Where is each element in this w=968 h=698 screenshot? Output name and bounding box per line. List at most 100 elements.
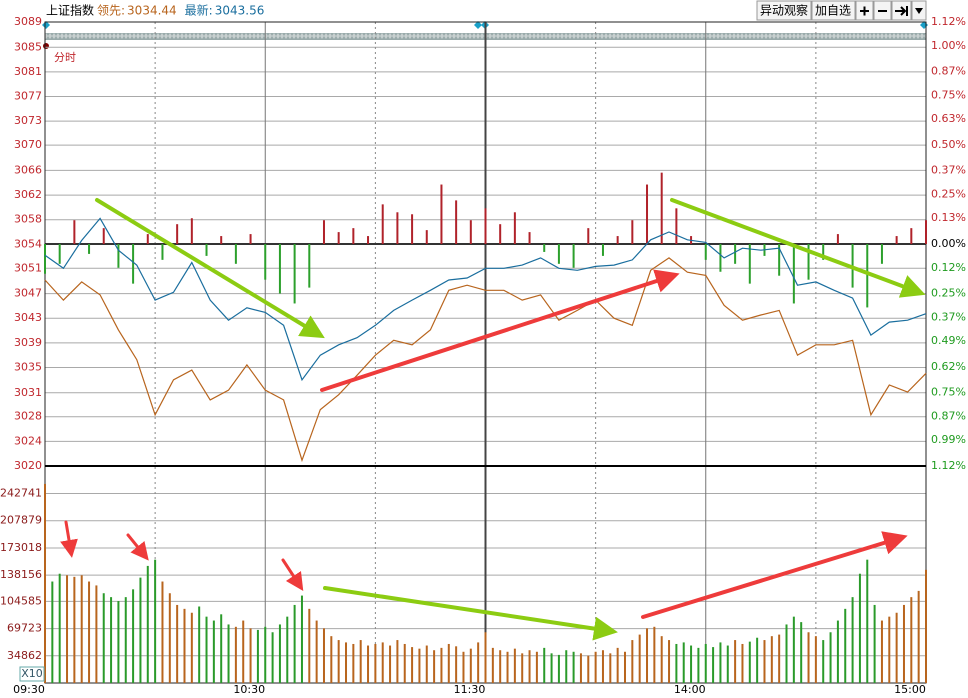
volume-bar: [778, 634, 781, 683]
breadth-bar: [572, 244, 575, 268]
volume-bar: [293, 604, 296, 683]
y-tick-label: 3062: [14, 188, 42, 201]
y2-tick-label: 0.99%: [931, 433, 966, 446]
breadth-bar: [513, 212, 516, 244]
arrow-peak: [281, 558, 304, 592]
volume-bar: [44, 483, 46, 683]
volume-bar: [484, 632, 487, 683]
volume-bar: [704, 643, 707, 683]
y2-tick-label: 0.25%: [931, 187, 966, 200]
breadth-bar: [411, 214, 414, 244]
volume-bar: [814, 636, 817, 683]
breadth-bar: [601, 244, 604, 256]
volume-bar: [286, 616, 289, 683]
y-tick-label: 3035: [14, 360, 42, 373]
volume-bar: [381, 642, 384, 683]
volume-bar: [638, 634, 641, 683]
button-frame[interactable]: [811, 0, 856, 21]
volume-bar: [565, 650, 568, 683]
breadth-bar: [367, 236, 370, 244]
volume-bar: [902, 604, 905, 683]
volume-bar: [535, 651, 538, 683]
volume-bar: [227, 624, 230, 683]
breadth-bar: [895, 236, 898, 244]
volume-bar: [792, 616, 795, 683]
cursor-dot: [43, 43, 49, 49]
volume-bar: [675, 643, 678, 683]
arrow-down: [670, 198, 926, 298]
volume-bar: [205, 616, 208, 683]
breadth-bar: [190, 218, 193, 244]
volume-bar: [499, 650, 502, 683]
volume-bar: [411, 647, 414, 683]
breadth-bar: [117, 244, 120, 268]
price-line: [44, 217, 927, 382]
y2-tick-label: 1.12%: [931, 15, 966, 28]
volume-bar: [337, 640, 340, 683]
volume-bar: [389, 645, 392, 683]
button-add[interactable]: 加自选: [815, 4, 851, 18]
y-tick-label: 3054: [14, 237, 42, 250]
y-tick-label: 3066: [14, 163, 42, 176]
x-tick-label: 15:00: [894, 683, 926, 696]
breadth-bar: [704, 244, 707, 260]
volume-bar: [95, 585, 98, 683]
arrow-peak: [126, 533, 149, 561]
volume-bar: [396, 640, 399, 683]
breadth-bar: [146, 234, 149, 244]
button-watch[interactable]: 异动观察: [760, 4, 808, 18]
breadth-bar: [425, 230, 428, 244]
volume-bar: [51, 581, 54, 683]
x-tick-label: 14:00: [674, 683, 706, 696]
y2-tick-label: 1.00%: [931, 39, 966, 52]
y2-tick-label: 0.87%: [931, 65, 966, 78]
volume-bar: [249, 628, 252, 683]
volume-bar: [234, 626, 237, 683]
breadth-bar: [234, 244, 237, 264]
y2-tick-label: 0.75%: [931, 88, 966, 101]
volume-bar: [822, 640, 825, 683]
breadth-bar: [557, 244, 560, 264]
breadth-bar: [278, 244, 281, 294]
volume-bar: [543, 647, 546, 683]
y-tick-label: 3085: [14, 40, 42, 53]
volume-bar: [433, 650, 436, 683]
breadth-bar: [249, 234, 252, 244]
breadth-bar: [220, 236, 223, 244]
breadth-bar: [308, 244, 311, 288]
y-tick-label: 3039: [14, 336, 42, 349]
volume-bar: [300, 595, 303, 683]
volume-bar: [594, 651, 597, 683]
arrow-peak: [60, 520, 78, 558]
volume-bar: [220, 614, 223, 683]
breadth-bar: [440, 184, 443, 244]
volume-bar: [403, 643, 406, 683]
volume-bar: [367, 645, 370, 683]
volume-bar: [925, 569, 927, 683]
button-frame[interactable]: [756, 0, 812, 21]
volume-bar: [587, 655, 590, 683]
volume-bar: [836, 620, 839, 683]
volume-bar: [73, 576, 76, 683]
volume-bar: [770, 636, 773, 683]
y2-tick-label: 0.62%: [931, 360, 966, 373]
breadth-bar: [499, 224, 502, 244]
volume-bar: [88, 581, 91, 683]
volume-bar: [322, 628, 325, 683]
breadth-bar: [925, 220, 927, 244]
volume-bar: [682, 642, 685, 683]
volume-bar: [748, 641, 751, 683]
volume-bar: [176, 604, 179, 683]
breadth-bar: [58, 244, 61, 264]
volume-tick-label: 69723: [7, 622, 42, 635]
volume-bar: [278, 624, 281, 683]
volume-bar: [851, 597, 854, 683]
y-tick-label: 3020: [14, 459, 42, 472]
volume-bar: [66, 575, 69, 683]
breadth-bar: [587, 228, 590, 244]
y2-tick-label: 0.00%: [931, 237, 966, 250]
breadth-bar: [616, 236, 619, 244]
volume-bar: [910, 597, 913, 683]
breadth-bar: [646, 184, 649, 244]
